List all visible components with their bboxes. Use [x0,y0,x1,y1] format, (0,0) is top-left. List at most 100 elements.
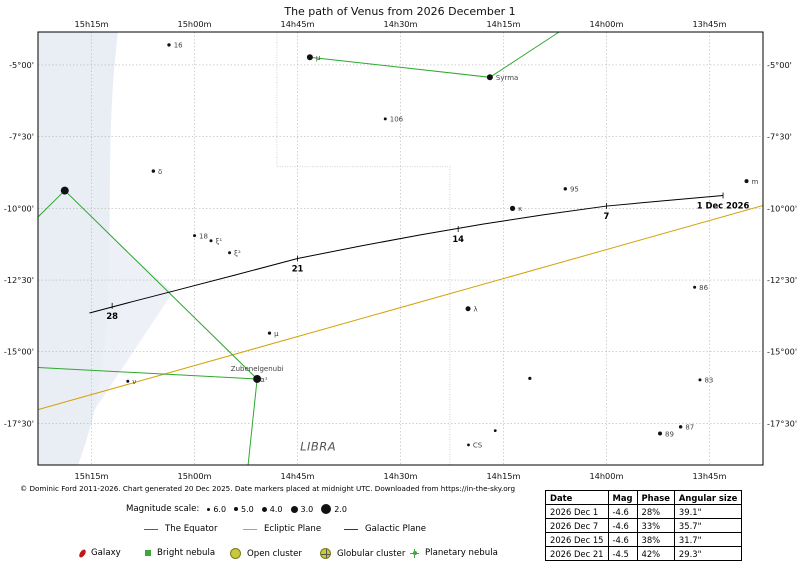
dec-tick-label-right: -17°30' [767,418,797,428]
star-label: 18 [199,232,208,240]
legend-ecliptic-label: Ecliptic Plane [264,524,322,534]
dec-tick-label-right: -7°30' [767,132,792,142]
ra-tick-label-top: 14h45m [281,19,315,29]
equator-line-swatch [144,528,158,530]
star-point [383,117,387,121]
magnitude-item-2: 2.0 [321,504,347,514]
column-header-angular-size: Angular size [673,490,743,505]
legend-globular-cluster: Globular cluster [320,548,405,559]
ra-tick-label-top: 14h30m [383,19,417,29]
star-point [465,306,471,312]
galactic-line-swatch [344,528,358,530]
star-label: 89 [665,430,674,438]
magnitude-label: 6.0 [213,504,227,514]
legend-globular-cluster-label: Globular cluster [337,548,406,559]
table-cell: 2026 Dec 21 [545,546,609,561]
dec-tick-label-right: -10°00' [767,203,797,213]
star-point [698,378,702,382]
dec-tick-label-left: -10°00' [4,203,34,213]
table-header-row: Date Mag Phase Angular size [545,490,743,505]
legend-galaxy-label: Galaxy [91,548,121,558]
table-cell: 29.3" [673,546,743,561]
constellation-boundary [276,32,451,465]
column-header-date: Date [545,490,609,505]
constellation-line [309,31,560,78]
ecliptic-line-swatch [243,528,257,530]
table-cell: 42% [636,546,675,561]
magnitude-dot-icon [234,507,239,511]
ra-tick-label-bottom: 14h30m [383,471,417,480]
ra-tick-label-bottom: 15h00m [178,471,212,480]
venus-data-table: Date Mag Phase Angular size 2026 Dec 1 -… [545,490,743,561]
star-label: m [752,178,759,186]
venus-date-label: 7 [604,211,610,221]
table-cell: 28% [636,504,675,519]
ra-tick-label-top: 14h15m [486,19,520,29]
bright-nebula-icon [145,550,151,556]
ra-tick-label-bottom: 14h15m [486,471,520,480]
table-row: 2026 Dec 1 -4.6 28% 39.1" [545,504,743,519]
magnitude-dot-icon [261,506,267,512]
magnitude-label: 4.0 [269,504,283,514]
constellation-line [37,189,258,466]
star-point [209,239,213,243]
legend-equator: The Equator [144,524,217,534]
chart-title: The path of Venus from 2026 December 1 [283,5,515,18]
star-label: α¹ [260,376,268,384]
open-cluster-icon [230,548,241,559]
globular-cluster-icon [320,548,331,559]
legend-ecliptic: Ecliptic Plane [243,524,321,534]
star-point [693,285,697,289]
ecliptic-line [37,205,764,411]
dec-tick-label-left: -5°00' [9,60,34,70]
dec-tick-label-right: -5°00' [767,60,792,70]
star-point [228,251,232,255]
star-point [60,186,69,195]
galaxy-icon [77,547,88,559]
star-point [563,187,567,191]
venus-date-label: 21 [292,264,304,274]
dec-tick-label-left: -15°00' [4,347,34,357]
star-label: ξ² [234,250,241,258]
star-label: 86 [699,284,708,292]
star-label: CS [473,442,483,450]
table-cell: -4.6 [607,518,638,533]
ra-tick-label-bottom: 13h45m [692,471,726,480]
ra-tick-label-top: 14h00m [589,19,623,29]
magnitude-item-3: 3.0 [290,505,313,514]
table-cell: -4.5 [607,546,638,561]
chart-frame [37,31,764,466]
ra-tick-label-top: 13h45m [692,19,726,29]
star-label: κ [518,205,522,213]
legend-galactic-label: Galactic Plane [365,524,427,534]
column-header-mag: Mag [607,490,638,505]
legend-bright-nebula: Bright nebula [145,548,215,558]
table-cell: 2026 Dec 7 [545,518,609,533]
legend-planetary-nebula: Planetary nebula [410,548,498,558]
star-point [126,379,130,383]
star-point [167,43,171,47]
star-point [306,54,313,61]
star-label: Zubenelgenubi [231,365,284,373]
ra-tick-label-top: 15h15m [75,19,109,29]
ra-tick-label-bottom: 14h45m [281,471,315,480]
table-cell: 2026 Dec 15 [545,532,609,547]
constellation-line [37,367,258,380]
magnitude-scale-title: Magnitude scale: [126,504,200,514]
star-label: 106 [390,116,404,124]
star-label: 83 [704,377,713,385]
legend-open-cluster: Open cluster [230,548,302,559]
legend-planetary-nebula-label: Planetary nebula [425,548,498,558]
table-row: 2026 Dec 21 -4.5 42% 29.3" [545,546,743,561]
star-point [744,179,749,184]
star-label: ξ¹ [216,238,223,246]
star-label: Syrma [496,74,518,82]
table-row: 2026 Dec 7 -4.6 33% 35.7" [545,518,743,533]
venus-date-label: 1 Dec 2026 [697,200,750,210]
star-point [528,376,532,380]
star-point [193,234,197,238]
star-point [151,169,156,173]
ra-tick-label-bottom: 14h00m [589,471,623,480]
table-cell: 31.7" [673,532,743,547]
copyright-notice: © Dominic Ford 2011-2026. Chart generate… [20,484,516,493]
